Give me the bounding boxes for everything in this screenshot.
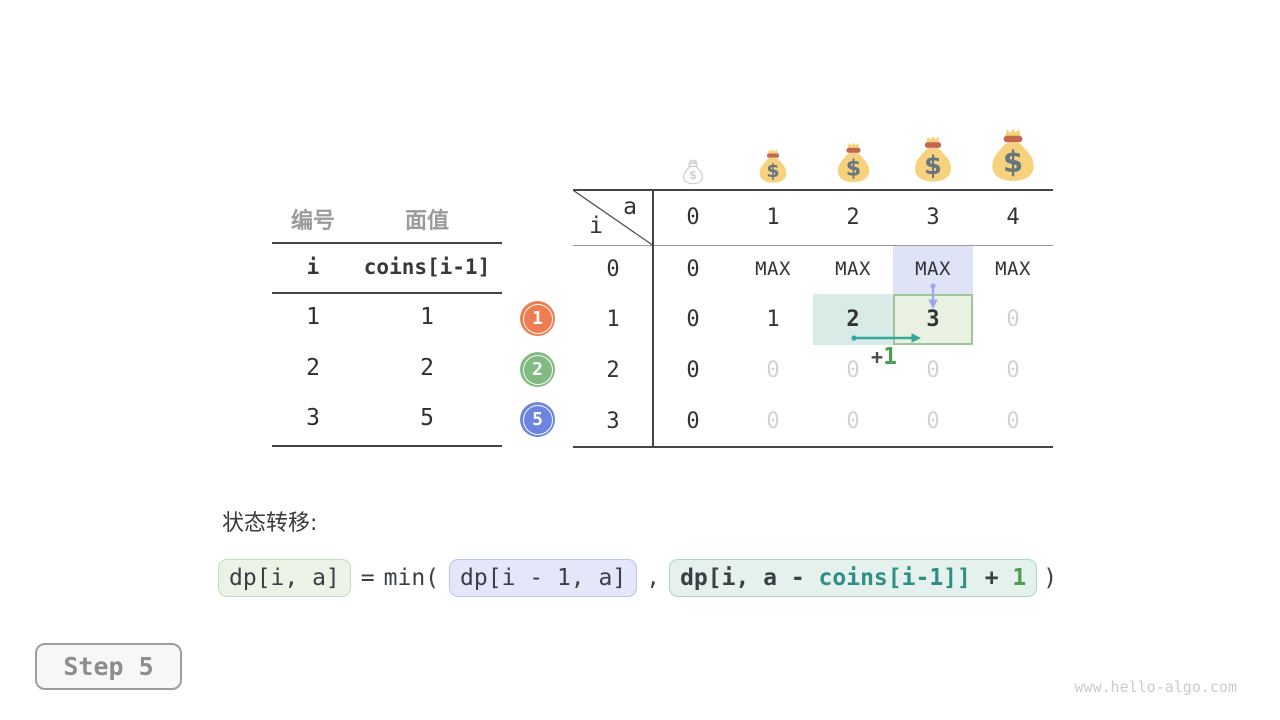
formula-lhs-box: dp[i, a] — [218, 559, 351, 597]
coin-badge-label: 2 — [532, 359, 543, 380]
money-bag-icon: $ — [982, 124, 1044, 190]
coins-table-line-top — [272, 242, 502, 244]
money-bag-icon: $ — [830, 139, 877, 190]
formula-min-open: min( — [383, 565, 440, 591]
formula-arg2-plus: + — [970, 565, 1013, 591]
dp-cell: 0 — [686, 307, 700, 332]
coin-badge-1: 1 — [520, 301, 555, 336]
watermark: www.hello-algo.com — [1074, 678, 1237, 696]
coins-table-header-value: 面值 — [404, 209, 449, 234]
dp-cell: 0 — [766, 409, 780, 434]
dp-cell: 0 — [686, 257, 700, 282]
dp-cell: 0 — [926, 409, 940, 434]
coins-row-value: 2 — [420, 355, 434, 381]
dp-cell: MAX — [755, 258, 791, 280]
dp-corner-label-i: i — [589, 213, 603, 239]
coin-badge-2: 2 — [520, 352, 555, 387]
dp-cell: 0 — [846, 409, 860, 434]
dp-table-line-bottom — [573, 446, 1053, 448]
money-bag-icon: $ — [906, 132, 960, 190]
state-transition-label: 状态转移: — [222, 511, 318, 536]
dp-cell: 0 — [926, 358, 940, 383]
formula-arg1-box: dp[i - 1, a] — [449, 559, 638, 597]
coins-table-line-bottom — [272, 445, 502, 447]
coin-badge-label: 5 — [532, 409, 543, 430]
plus-sign: + — [871, 345, 884, 369]
coins-table-header-id: 编号 — [290, 209, 335, 234]
dp-col-header: 1 — [766, 205, 780, 230]
dp-table-line-top — [573, 189, 1053, 191]
dp-cell: 0 — [1006, 307, 1020, 332]
svg-text:$: $ — [766, 160, 779, 182]
plus-one-value: 1 — [883, 344, 897, 370]
dp-col-header: 2 — [846, 205, 860, 230]
svg-text:$: $ — [846, 156, 861, 182]
dp-cell: 0 — [686, 409, 700, 434]
dp-row-header: 2 — [606, 358, 620, 383]
dp-cell: 0 — [1006, 409, 1020, 434]
coins-row-id: 3 — [306, 405, 320, 431]
dp-cell: 3 — [926, 307, 940, 332]
plus-one-annotation: +1 — [862, 344, 906, 370]
dp-row-header: 1 — [606, 307, 620, 332]
dp-cell: 1 — [766, 307, 780, 332]
step-button[interactable]: Step 5 — [35, 643, 182, 690]
formula-comma: , — [646, 565, 661, 591]
dp-row-header: 3 — [606, 409, 620, 434]
money-bag-icon: $ — [753, 146, 793, 190]
dp-cell: MAX — [915, 258, 951, 280]
dp-cell: MAX — [995, 258, 1031, 280]
dp-cell: MAX — [835, 258, 871, 280]
dp-cell: 0 — [846, 358, 860, 383]
formula-arg2-coins: coins[i-1]] — [818, 565, 971, 591]
state-transition-formula: dp[i, a] = min( dp[i - 1, a] , dp[i, a -… — [218, 559, 1057, 597]
dp-cell: 0 — [686, 358, 700, 383]
svg-text:$: $ — [689, 168, 697, 182]
dp-table-line-vertical — [652, 189, 654, 448]
dp-table-line-header — [573, 245, 1053, 246]
dp-cell: 0 — [766, 358, 780, 383]
coins-row-value: 1 — [420, 304, 434, 330]
coins-table-subheader-i: i — [306, 255, 320, 279]
dp-col-header: 4 — [1006, 205, 1020, 230]
coins-table-subheader-coins: coins[i-1] — [363, 255, 491, 279]
coins-row-id: 2 — [306, 355, 320, 381]
svg-text:$: $ — [1003, 145, 1023, 179]
dp-row-header: 0 — [606, 257, 620, 282]
coin-badge-5: 5 — [520, 402, 555, 437]
dp-corner-label-a: a — [623, 194, 637, 220]
dp-cell: 0 — [1006, 358, 1020, 383]
dp-cell: 2 — [846, 307, 860, 332]
formula-equals: = — [360, 565, 375, 591]
dp-col-header: 3 — [926, 205, 940, 230]
money-bag-outline-icon: $ — [679, 158, 707, 190]
coins-row-id: 1 — [306, 304, 320, 330]
coins-table-line-mid — [272, 292, 502, 294]
svg-text:$: $ — [924, 151, 942, 181]
step-button-label: Step 5 — [63, 652, 154, 681]
dp-col-header: 0 — [686, 205, 700, 230]
formula-arg2-prefix: dp[i, a - — [680, 565, 819, 591]
coins-row-value: 5 — [420, 405, 434, 431]
formula-arg2-box: dp[i, a - coins[i-1]] + 1 — [669, 559, 1038, 597]
formula-close-paren: ) — [1043, 565, 1058, 591]
coin-badge-label: 1 — [532, 308, 543, 329]
formula-arg2-one: 1 — [1012, 565, 1027, 591]
